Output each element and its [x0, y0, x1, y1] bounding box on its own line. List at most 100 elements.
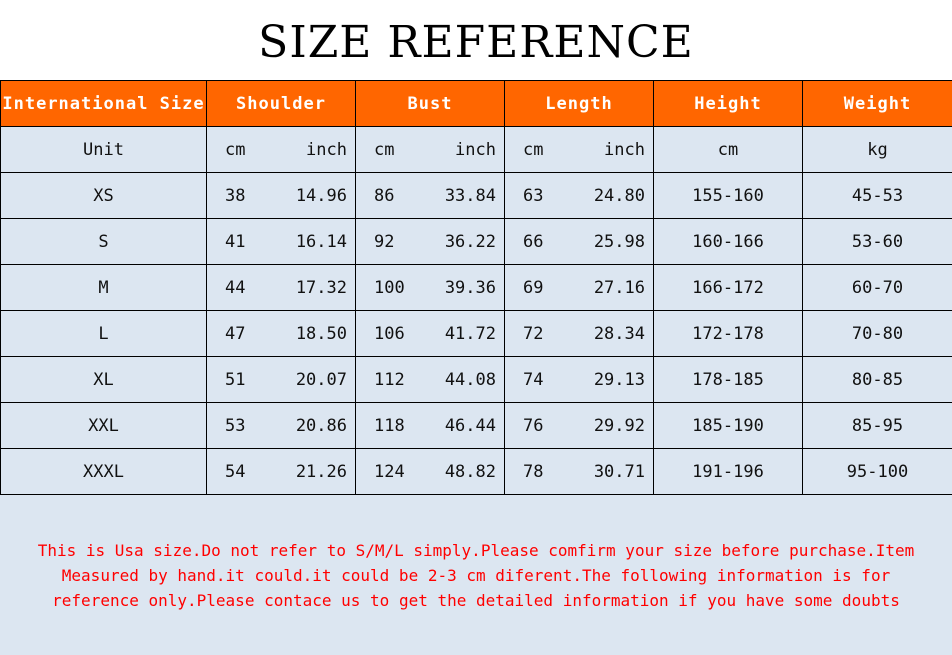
unit-cm: cm	[374, 139, 395, 160]
disclaimer-note: This is Usa size.Do not refer to S/M/L s…	[0, 538, 952, 613]
measure-cell: 41 16.14	[206, 218, 356, 265]
measure-cell: 47 18.50	[206, 310, 356, 357]
unit-inch: inch	[455, 139, 496, 160]
cm-value: 76	[523, 415, 544, 436]
size-table: International Size Shoulder Bust Length …	[0, 80, 952, 495]
unit-cm: cm	[225, 139, 246, 160]
unit-label: Unit	[0, 126, 207, 173]
inch-value: 41.72	[444, 323, 496, 344]
table-row: L 47 18.50 106 41.72 72 28.34 172-178 70-80	[0, 310, 952, 357]
weight-cell: 95-100	[802, 448, 952, 495]
cm-value: 112	[374, 369, 405, 390]
height-cell: 191-196	[653, 448, 803, 495]
inch-value: 29.92	[593, 415, 645, 436]
inch-value: 46.44	[444, 415, 496, 436]
weight-cell: 85-95	[802, 402, 952, 449]
measure-cell: 44 17.32	[206, 264, 356, 311]
cm-value: 66	[523, 231, 544, 252]
table-row: M 44 17.32 100 39.36 69 27.16 166-172 60-70	[0, 264, 952, 311]
height-cell: 166-172	[653, 264, 803, 311]
height-cell: 178-185	[653, 356, 803, 403]
size-cell: S	[0, 218, 207, 265]
measure-cell: 106 41.72	[355, 310, 505, 357]
header-bust: Bust	[355, 80, 505, 127]
cm-value: 69	[523, 277, 544, 298]
measure-cell: 54 21.26	[206, 448, 356, 495]
cm-value: 41	[225, 231, 246, 252]
unit-inch: inch	[604, 139, 645, 160]
cm-value: 53	[225, 415, 246, 436]
measure-cell: 63 24.80	[504, 172, 654, 219]
unit-inch: inch	[306, 139, 347, 160]
cm-value: 51	[225, 369, 246, 390]
cm-value: 78	[523, 461, 544, 482]
inch-value: 48.82	[444, 461, 496, 482]
cm-value: 74	[523, 369, 544, 390]
table-row: XS 38 14.96 86 33.84 63 24.80 155-160 45-53	[0, 172, 952, 219]
size-cell: XS	[0, 172, 207, 219]
inch-value: 39.36	[444, 277, 496, 298]
inch-value: 16.14	[295, 231, 347, 252]
cm-value: 86	[374, 185, 395, 206]
size-cell: L	[0, 310, 207, 357]
size-cell: XXXL	[0, 448, 207, 495]
unit-row: Unit cm inch cm inch cm inch cm kg	[0, 126, 952, 173]
cm-value: 72	[523, 323, 544, 344]
table-row: S 41 16.14 92 36.22 66 25.98 160-166 53-60	[0, 218, 952, 265]
weight-cell: 60-70	[802, 264, 952, 311]
size-cell: XXL	[0, 402, 207, 449]
height-cell: 160-166	[653, 218, 803, 265]
inch-value: 20.86	[295, 415, 347, 436]
length-units: cm inch	[504, 126, 654, 173]
weight-cell: 53-60	[802, 218, 952, 265]
measure-cell: 124 48.82	[355, 448, 505, 495]
cm-value: 54	[225, 461, 246, 482]
header-shoulder: Shoulder	[206, 80, 356, 127]
cm-value: 63	[523, 185, 544, 206]
cm-value: 106	[374, 323, 405, 344]
shoulder-units: cm inch	[206, 126, 356, 173]
cm-value: 124	[374, 461, 405, 482]
header-weight: Weight	[802, 80, 952, 127]
measure-cell: 51 20.07	[206, 356, 356, 403]
inch-value: 14.96	[295, 185, 347, 206]
measure-cell: 78 30.71	[504, 448, 654, 495]
measure-cell: 66 25.98	[504, 218, 654, 265]
weight-cell: 45-53	[802, 172, 952, 219]
height-cell: 185-190	[653, 402, 803, 449]
table-row: XXXL 54 21.26 124 48.82 78 30.71 191-196 95-100	[0, 448, 952, 495]
weight-cell: 70-80	[802, 310, 952, 357]
measure-cell: 69 27.16	[504, 264, 654, 311]
inch-value: 28.34	[593, 323, 645, 344]
inch-value: 30.71	[593, 461, 645, 482]
header-height: Height	[653, 80, 803, 127]
size-cell: M	[0, 264, 207, 311]
height-cell: 155-160	[653, 172, 803, 219]
note-line: Measured by hand.it could.it could be 2-…	[61, 566, 891, 585]
header-length: Length	[504, 80, 654, 127]
cm-value: 38	[225, 185, 246, 206]
height-unit: cm	[653, 126, 803, 173]
weight-cell: 80-85	[802, 356, 952, 403]
inch-value: 33.84	[444, 185, 496, 206]
measure-cell: 100 39.36	[355, 264, 505, 311]
inch-value: 17.32	[295, 277, 347, 298]
measure-cell: 86 33.84	[355, 172, 505, 219]
bust-units: cm inch	[355, 126, 505, 173]
measure-cell: 74 29.13	[504, 356, 654, 403]
page-title: SIZE REFERENCE	[0, 0, 952, 80]
table-row: XL 51 20.07 112 44.08 74 29.13 178-185 80-85	[0, 356, 952, 403]
size-cell: XL	[0, 356, 207, 403]
inch-value: 24.80	[593, 185, 645, 206]
inch-value: 29.13	[593, 369, 645, 390]
measure-cell: 76 29.92	[504, 402, 654, 449]
header-row: International Size Shoulder Bust Length …	[0, 80, 952, 127]
inch-value: 25.98	[593, 231, 645, 252]
unit-cm: cm	[523, 139, 544, 160]
measure-cell: 92 36.22	[355, 218, 505, 265]
inch-value: 21.26	[295, 461, 347, 482]
inch-value: 18.50	[295, 323, 347, 344]
note-line: reference only.Please contace us to get …	[52, 591, 900, 610]
note-line: This is Usa size.Do not refer to S/M/L s…	[37, 541, 915, 560]
measure-cell: 118 46.44	[355, 402, 505, 449]
